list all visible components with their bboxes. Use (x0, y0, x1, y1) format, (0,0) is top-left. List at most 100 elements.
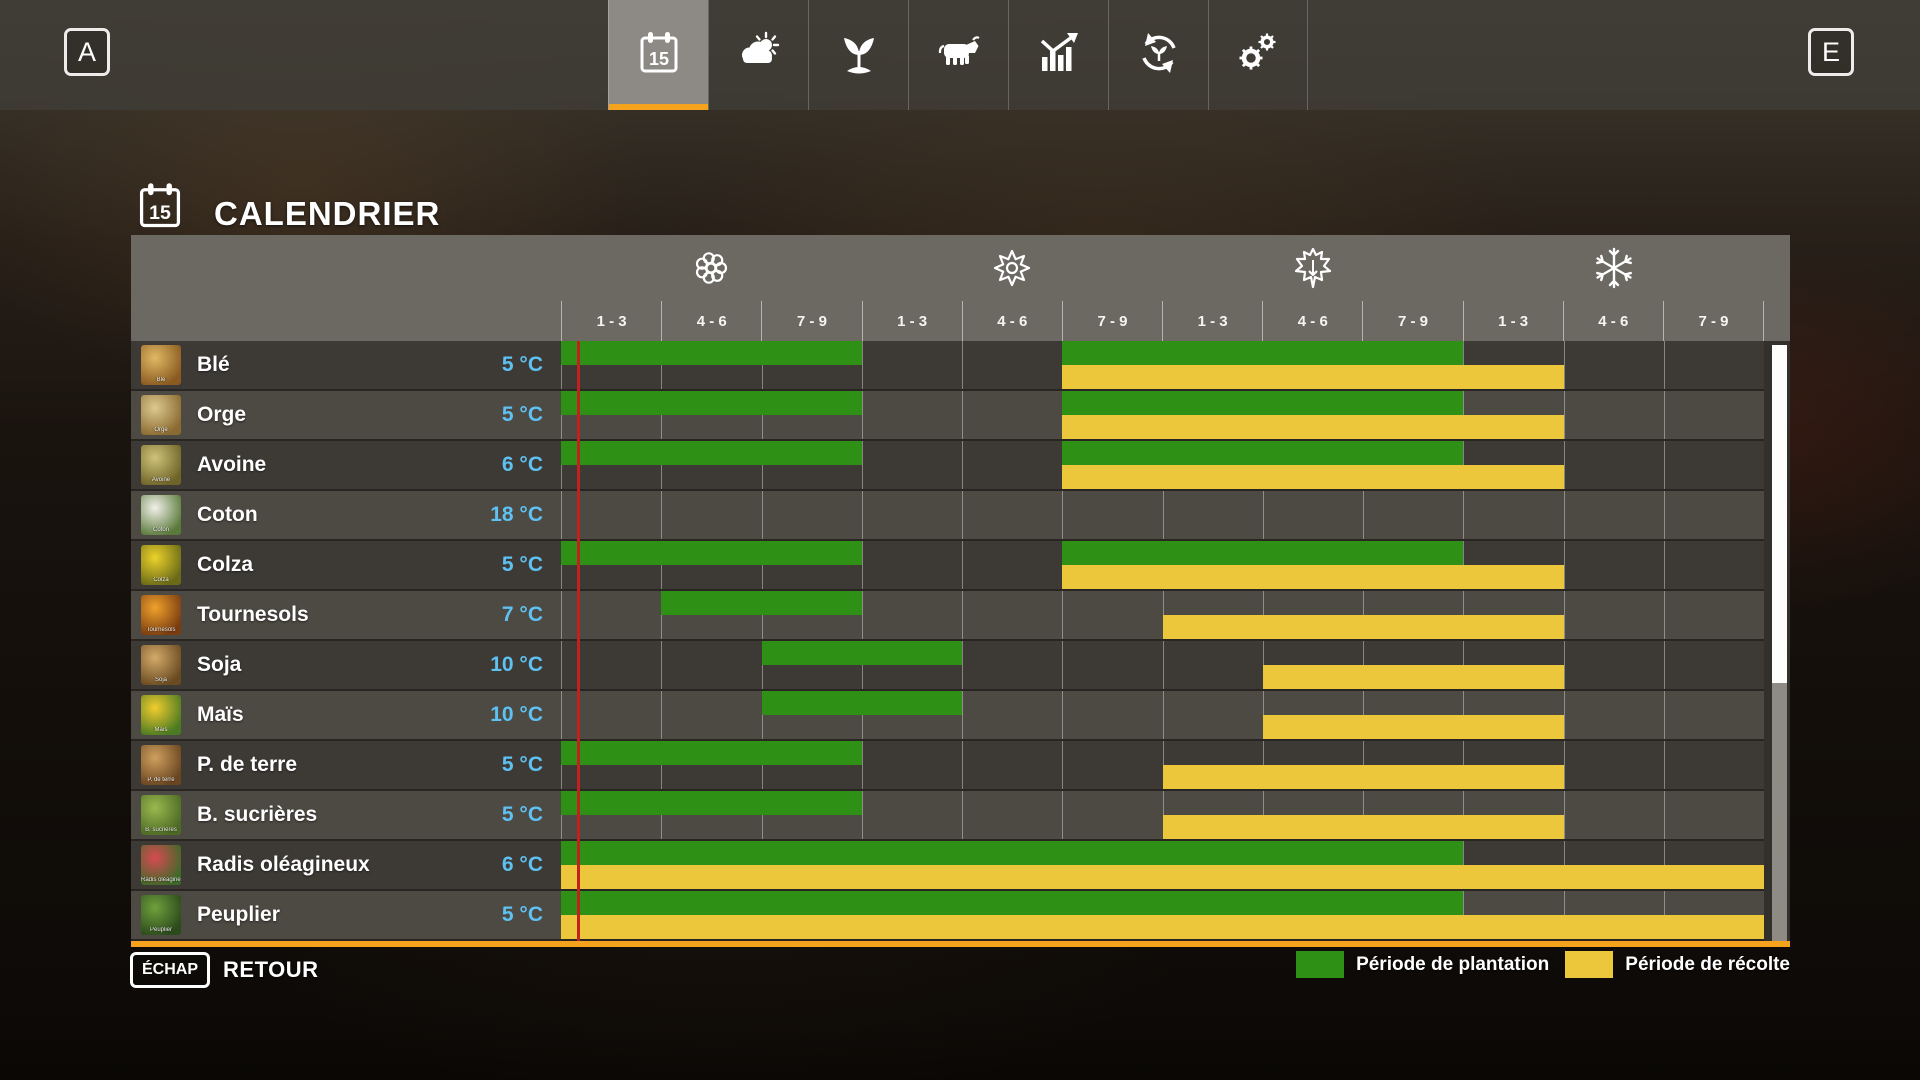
row-avoine: Avoine Avoine 6 °C (131, 441, 1764, 491)
crop-period-grid (561, 591, 1764, 639)
grid-cell (561, 491, 661, 539)
grid-cell (661, 341, 761, 389)
barley-icon: Orge (141, 395, 181, 435)
grid-cell (1062, 491, 1162, 539)
grid-cell (661, 591, 761, 639)
season-winter (1463, 241, 1764, 299)
germination-temperature: 5 °C (501, 903, 543, 926)
grid-cell (861, 491, 962, 539)
crop-name: Maïs (197, 703, 244, 726)
period-label-12: 7 - 9 (1662, 301, 1763, 341)
tab-bar: 15 (608, 0, 1308, 110)
grid-cell (561, 591, 661, 639)
plant-period-bar (561, 791, 862, 815)
legend-label-recolte: Période de récolte (1625, 953, 1790, 975)
period-label-7: 1 - 3 (1162, 301, 1262, 341)
grid-cell (1663, 491, 1764, 539)
grid-cell (962, 491, 1062, 539)
germination-temperature: 5 °C (501, 353, 543, 376)
tab-crops[interactable] (808, 0, 908, 110)
plant-period-bar (1062, 341, 1464, 365)
grid-cell (1563, 591, 1664, 639)
plant-period-bar (1062, 441, 1464, 465)
grid-cell (962, 341, 1062, 389)
back-button[interactable]: ÉCHAP RETOUR (130, 952, 319, 988)
plant-period-bar (561, 841, 1464, 865)
grid-cell (861, 341, 962, 389)
tab-crop-rotation[interactable] (1108, 0, 1208, 110)
crop-period-grid (561, 891, 1764, 939)
grid-cell (1563, 491, 1664, 539)
active-tab-underline (609, 104, 708, 110)
grid-cell (1663, 341, 1764, 389)
crop-icon-caption: Peuplier (149, 927, 172, 933)
rotation-icon (1135, 29, 1183, 82)
crop-name: Radis oléagineux (197, 853, 370, 876)
germination-temperature: 5 °C (501, 553, 543, 576)
harvest-period-bar (561, 865, 1764, 889)
crop-name-cell: Tournesols Tournesols 7 °C (131, 591, 561, 639)
calendar-icon: 15 (134, 180, 186, 237)
grid-cell (661, 741, 761, 789)
grid-cell (861, 591, 962, 639)
grid-cell (661, 541, 761, 589)
panel-accent-border (131, 941, 1790, 947)
grid-cell (761, 741, 862, 789)
crop-name: Soja (197, 653, 242, 676)
grid-cell (861, 691, 962, 739)
harvest-period-bar (1062, 465, 1564, 489)
season-spring (561, 241, 862, 299)
scrollbar-thumb[interactable] (1772, 345, 1787, 683)
grid-cell (861, 391, 962, 439)
crop-name-cell: Soja Soja 10 °C (131, 641, 561, 689)
winter-snowflake-icon (1590, 244, 1638, 297)
grid-cell (661, 641, 761, 689)
plant-period-bar (561, 341, 862, 365)
crops-icon (835, 29, 883, 82)
crop-period-grid (561, 691, 1764, 739)
plant-period-bar (761, 691, 962, 715)
grid-cell (962, 391, 1062, 439)
grid-cell (761, 441, 862, 489)
animals-icon (935, 29, 983, 82)
scrollbar-track[interactable] (1772, 345, 1787, 941)
grid-cell (1563, 791, 1664, 839)
crop-name: Colza (197, 553, 254, 576)
grid-cell (661, 691, 761, 739)
row-b-sucrieres: B. sucrières B. sucrières 5 °C (131, 791, 1764, 841)
tab-settings[interactable] (1208, 0, 1308, 110)
crop-rows: Blé Blé 5 °C Orge Orge 5 °C Avoine Avoin… (131, 341, 1764, 941)
tab-animals[interactable] (908, 0, 1008, 110)
grid-cell (1062, 741, 1162, 789)
plant-period-bar (561, 391, 862, 415)
plant-period-bar (561, 741, 862, 765)
tab-calendar[interactable]: 15 (608, 0, 708, 110)
grid-cell (1663, 391, 1764, 439)
grid-cell (561, 391, 661, 439)
germination-temperature: 6 °C (501, 853, 543, 876)
grid-cell (761, 541, 862, 589)
plant-period-bar (561, 891, 1464, 915)
row-tournesols: Tournesols Tournesols 7 °C (131, 591, 1764, 641)
tab-weather[interactable] (708, 0, 808, 110)
grid-cell (1563, 341, 1664, 389)
grid-cell (561, 541, 661, 589)
grid-cell (1262, 491, 1363, 539)
grid-cell (1663, 441, 1764, 489)
legend-swatch-plantation (1296, 951, 1345, 978)
grid-cell (1062, 591, 1162, 639)
back-button-label: RETOUR (223, 957, 319, 982)
grid-cell (1663, 591, 1764, 639)
crop-period-grid (561, 841, 1764, 889)
germination-temperature: 6 °C (501, 453, 543, 476)
crop-name: Avoine (197, 453, 267, 476)
plant-period-bar (561, 441, 862, 465)
plant-period-bar (561, 541, 862, 565)
tab-statistics[interactable] (1008, 0, 1108, 110)
grid-cell (1563, 691, 1664, 739)
row-ble: Blé Blé 5 °C (131, 341, 1764, 391)
grid-cell (1563, 641, 1664, 689)
svg-text:15: 15 (648, 49, 668, 69)
